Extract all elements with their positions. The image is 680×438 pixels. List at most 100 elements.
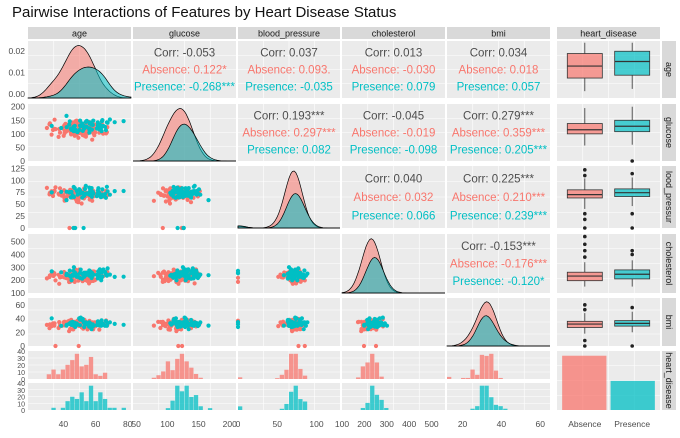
hist-bar-absence (189, 367, 194, 379)
corr-presence: Presence: 0.079 (352, 82, 436, 94)
y-tick-label: 200 (11, 102, 25, 112)
col-strip-age (28, 27, 131, 39)
hist-bar-absence (489, 353, 494, 379)
hist-bar-presence (102, 398, 108, 410)
scatter-point-presence (382, 321, 387, 326)
corr-absence: Absence: -0.030 (352, 65, 436, 77)
scatter-point-presence (295, 278, 300, 283)
scatter-point-presence (84, 191, 89, 196)
y-tick-label: 0.00 (8, 89, 25, 99)
hist-bar-presence (207, 408, 213, 410)
scatter-point-presence (206, 273, 211, 278)
hist-bar-absence (179, 353, 185, 379)
boxplot-box-absence (566, 189, 603, 199)
y-tick-label: 300 (11, 262, 25, 272)
corr-presence: Presence: 0.057 (457, 82, 541, 94)
scatter-point-presence (104, 323, 109, 328)
y-tick-label: 10 (17, 370, 25, 377)
chart-title: Pairwise Interactions of Features by Hea… (12, 4, 397, 21)
scatter-point-presence (285, 276, 290, 281)
boxplot-outlier (583, 211, 587, 216)
scatter-point-presence (112, 321, 117, 326)
hist-bar-presence (165, 408, 171, 410)
corr-presence: Presence: 0.066 (352, 211, 436, 223)
hist-bar-presence (384, 407, 389, 410)
scatter-point-presence (102, 269, 108, 274)
scatter-point-presence (84, 270, 89, 275)
corr-absence: Absence: 0.032 (354, 192, 434, 204)
hist-bar-presence (470, 408, 475, 410)
scatter-point-absence (67, 225, 72, 231)
scatter-point-presence (182, 270, 187, 275)
scatter-point-presence (59, 270, 64, 275)
class-bar-absence (562, 355, 607, 410)
scatter-point-presence (366, 327, 371, 332)
hist-bar-presence (503, 408, 508, 410)
hist-bar-presence (360, 407, 366, 410)
scatter-point-presence (182, 191, 187, 196)
scatter-point-absence (72, 279, 77, 284)
scatter-point-presence (81, 225, 86, 231)
boxplot-outlier (583, 226, 587, 230)
scatter-point-presence (181, 225, 186, 231)
scatter-point-absence (355, 320, 361, 325)
y-tick-label: 25 (16, 211, 26, 221)
row-strip-blood_pressure (662, 166, 676, 228)
scatter-point-absence (68, 326, 73, 332)
x-tick-label: 100 (160, 419, 174, 429)
scatter-point-presence (171, 184, 176, 190)
y-tick-label: 200 (11, 275, 25, 285)
scatter-point-absence (90, 198, 95, 203)
scatter-point-presence (78, 118, 83, 123)
scatter-point-presence (69, 278, 74, 283)
scatter-point-presence (184, 188, 189, 193)
hist-bar-presence (74, 398, 80, 410)
corr-absence: Absence: 0.122* (142, 65, 227, 77)
x-tick-label-presence: Presence (614, 419, 650, 429)
x-tick-label: 50 (272, 419, 282, 429)
hist-bar-absence (74, 353, 80, 379)
hist-bar-absence (284, 369, 289, 379)
scatter-point-presence (300, 321, 305, 326)
scatter-point-presence (80, 276, 85, 281)
row-strip-label-bmi: bmi (664, 315, 674, 330)
scatter-point-absence (47, 322, 53, 327)
scatter-point-presence (98, 274, 103, 279)
scatter-point-presence (189, 276, 194, 281)
scatter-point-presence (87, 121, 93, 126)
hist-bar-presence (84, 401, 89, 410)
y-tick-label: 0 (20, 341, 25, 351)
scatter-point-presence (67, 268, 72, 273)
y-tick-label: 40 (16, 314, 26, 324)
hist-bar-absence (461, 377, 466, 379)
boxplot-box-presence (614, 50, 651, 76)
scatter-point-presence (74, 188, 79, 194)
hist-bar-presence (302, 401, 308, 410)
scatter-point-presence (292, 270, 298, 275)
scatter-point-presence (67, 122, 72, 127)
y-tick-label: 500 (11, 237, 25, 247)
scatter-point-absence (151, 198, 156, 203)
scatter-point-presence (91, 118, 96, 123)
scatter-point-absence (52, 117, 57, 122)
hist-bar-presence (189, 396, 194, 410)
x-tick-label: 150 (191, 419, 205, 429)
scatter-point-absence (296, 343, 301, 349)
scatter-point-presence (96, 123, 101, 128)
scatter-point-presence (195, 191, 200, 196)
hist-bar-absence (46, 374, 52, 379)
boxplot-outlier (583, 234, 587, 239)
density-blood_pressure-presence (237, 193, 340, 229)
hist-bar-absence (275, 378, 280, 379)
y-tick-label: 0 (21, 377, 25, 384)
scatter-point-absence (298, 279, 303, 284)
scatter-point-presence (80, 121, 85, 126)
boxplot-outlier (583, 217, 587, 222)
scatter-point-presence (285, 317, 290, 323)
row-strip-cholesterol (662, 234, 676, 293)
scatter-point-absence (180, 343, 185, 349)
col-strip-heart_disease (557, 27, 660, 39)
scatter-point-presence (178, 323, 183, 328)
hist-bar-absence (65, 364, 70, 379)
